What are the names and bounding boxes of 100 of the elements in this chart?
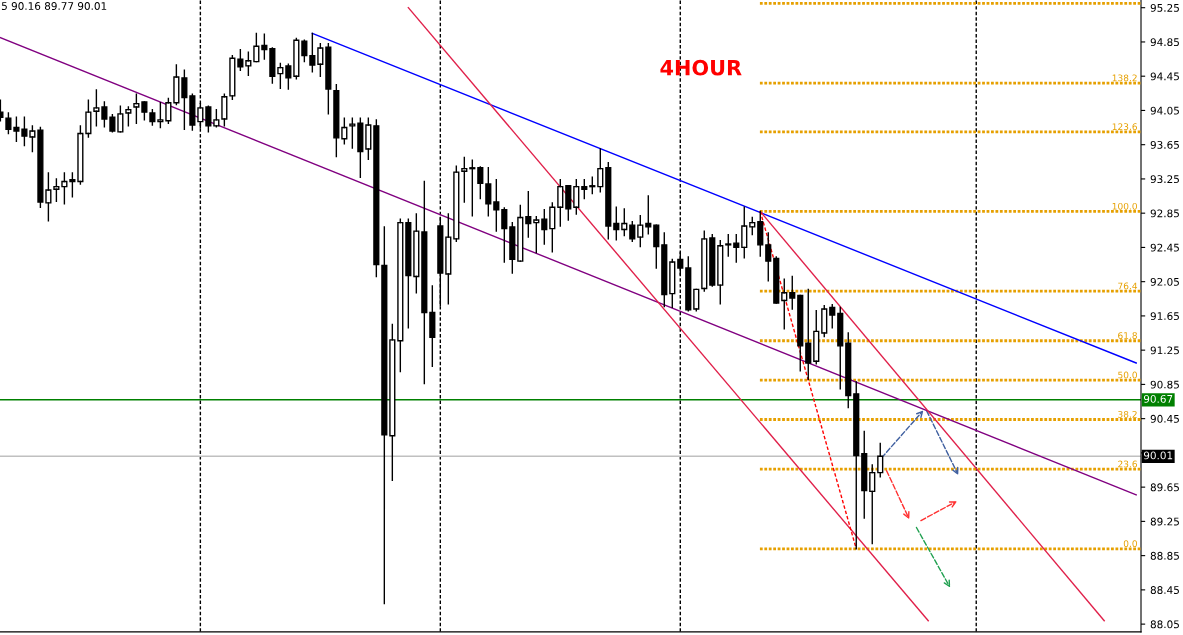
candlestick [597,148,604,193]
candlestick [637,215,644,248]
y-tick-label: 89.25 [1150,517,1179,526]
candlestick [77,125,84,185]
y-tick-label: 91.65 [1150,312,1179,321]
candlestick [381,226,388,605]
candlestick [701,230,708,292]
candlestick [501,207,508,263]
candlestick [533,215,540,254]
y-tick-label: 92.45 [1150,243,1179,252]
candlestick [765,232,772,282]
candlestick [653,224,660,269]
candlestick [557,179,564,227]
annotation: 5 90.16 89.77 90.01 [1,2,107,10]
y-tick-label: 91.25 [1150,346,1179,355]
candlestick [733,233,740,263]
candlestick [613,206,620,241]
candlestick [621,208,628,237]
y-tick-label: 95.25 [1150,3,1179,12]
y-tick-label: 92.85 [1150,209,1179,218]
y-tick-label: 90.45 [1150,414,1179,423]
candlestick [325,42,332,115]
annotation: 123.6 [1112,123,1138,131]
candlestick [725,233,732,257]
candlestick [349,117,356,149]
candlestick [629,221,636,243]
y-tick-label: 94.05 [1150,106,1179,115]
candlestick [781,278,788,330]
candlestick [757,210,764,257]
candlestick [485,167,492,217]
y-tick-label: 88.05 [1150,620,1179,629]
annotation: 23.6 [1118,460,1138,468]
candlestick [45,172,52,222]
candlestick [717,239,724,305]
y-tick-label: 88.45 [1150,586,1179,594]
candlestick [85,99,92,138]
y-tick-label: 90.85 [1150,380,1179,389]
candlestick [797,294,804,372]
candlestick [53,178,60,202]
annotation: 76.4 [1118,282,1138,290]
candlestick [493,179,500,232]
candlestick [525,191,532,238]
candlestick [213,108,220,127]
candlestick [541,209,548,245]
candlestick [421,180,428,385]
candlestick [693,288,700,312]
candlestick [357,117,364,178]
candlestick [405,218,412,329]
y-tick-label: 89.65 [1150,483,1179,492]
candlestick [133,93,140,124]
ref-line-label: 90.01 [1143,451,1173,460]
candlestick [453,165,460,243]
annotation: 4HOUR [660,59,742,76]
annotation: 0.0 [1123,540,1137,548]
candlestick [221,93,228,127]
y-tick-label: 94.85 [1150,38,1179,47]
candlestick [21,116,28,147]
ref-line-label: 90.67 [1143,394,1173,403]
candlestick [117,105,124,133]
candlestick [277,62,284,89]
candlestick [189,93,196,131]
candlestick [29,125,36,153]
y-tick-label: 92.05 [1150,277,1179,286]
candlestick [269,48,276,84]
candlestick [853,381,860,550]
candlestick [309,32,316,73]
candlestick [413,213,420,294]
candlestick [69,172,76,198]
candlestick [125,106,132,127]
candlestick [389,323,396,481]
candlestick [709,233,716,286]
candlestick [813,310,820,365]
candlestick [661,232,668,308]
candlestick [429,285,436,368]
candlestick [333,84,340,158]
candlestick [109,114,116,132]
annotation: 138.2 [1112,74,1137,82]
candlestick [549,202,556,253]
candlestick [837,306,844,390]
candlestick [829,304,836,329]
candlestick [445,213,452,305]
candlestick [37,126,44,208]
candlestick [149,108,156,126]
candlestick [645,195,652,235]
candlestick [741,206,748,259]
candlestick [181,69,188,130]
candlestick [5,112,12,135]
y-tick-label: 88.85 [1150,551,1179,560]
candlestick [141,101,148,121]
candlestick [165,97,172,124]
candlestick [397,218,404,373]
annotation: 61.8 [1118,332,1137,339]
candlestick [341,117,348,145]
y-tick-label: 93.25 [1150,175,1179,184]
candlestick [789,275,796,310]
candlestick [805,288,812,380]
annotation: 50.0 [1118,371,1137,379]
annotation: 100.0 [1112,202,1137,210]
candlestick [301,40,308,63]
annotation: 38.2 [1118,410,1137,418]
